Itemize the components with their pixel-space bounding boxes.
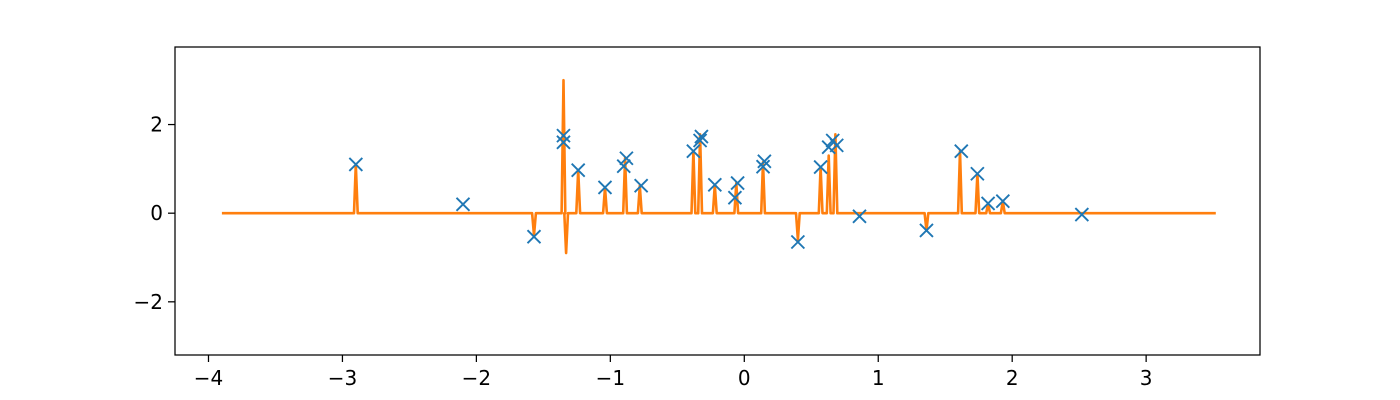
data-point-marker: [633, 178, 649, 193]
y-tick-label: 0: [150, 201, 163, 225]
data-point-marker: [692, 133, 708, 148]
data-point-marker: [813, 159, 828, 175]
x-tick-label: 0: [738, 366, 751, 390]
data-point-marker: [556, 135, 571, 150]
data-point-marker: [829, 138, 844, 153]
y-tick-label: −2: [134, 290, 163, 314]
axes-frame: [174, 46, 1261, 356]
data-point-marker: [571, 163, 586, 178]
data-point-marker: [455, 197, 471, 212]
data-point-marker: [757, 154, 772, 169]
x-tick-label: −1: [596, 366, 625, 390]
y-tick-label: 2: [150, 113, 163, 137]
x-tick-label: 2: [1006, 366, 1019, 390]
x-tick-label: −2: [462, 366, 491, 390]
data-point-marker: [730, 175, 745, 191]
data-point-marker: [727, 190, 743, 205]
signal-line: [221, 78, 1216, 255]
data-point-marker: [954, 143, 969, 159]
data-point-marker: [980, 196, 996, 211]
data-point-marker: [755, 159, 771, 174]
plot-area: [221, 78, 1216, 255]
x-tick-label: −4: [194, 366, 223, 390]
data-point-marker: [619, 151, 634, 166]
data-point-marker: [526, 229, 542, 244]
data-point-marker: [790, 234, 806, 250]
data-point-marker: [707, 177, 722, 192]
data-point-marker: [348, 157, 364, 172]
data-point-marker: [1074, 207, 1090, 222]
data-point-marker: [995, 194, 1010, 209]
x-axis: −4 −3 −2 −1 0 1 2 3: [194, 355, 1153, 390]
data-point-marker: [616, 159, 631, 174]
data-point-marker: [694, 129, 709, 144]
data-point-marker: [686, 143, 701, 159]
x-tick-label: −3: [328, 366, 357, 390]
x-tick-label: 3: [1140, 366, 1153, 390]
data-point-marker: [556, 128, 571, 143]
data-point-marker: [919, 223, 934, 238]
data-point-marker: [597, 180, 613, 195]
data-point-marker: [970, 166, 985, 181]
x-tick-label: 1: [872, 366, 885, 390]
y-axis: −2 0 2: [134, 113, 175, 314]
data-point-marker: [852, 209, 867, 224]
